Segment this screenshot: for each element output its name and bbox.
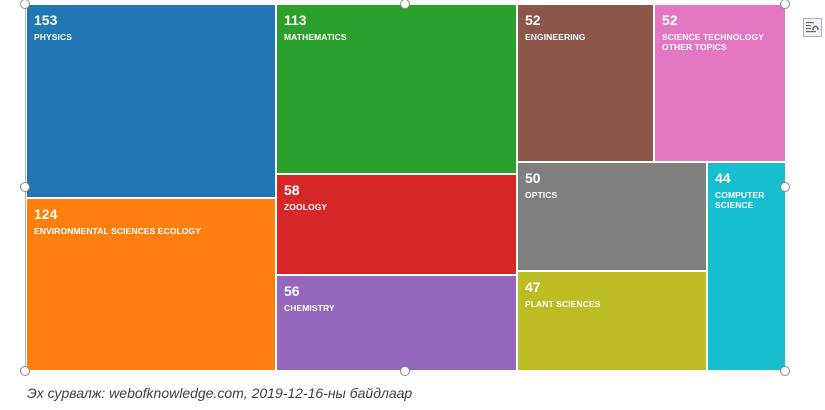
- tile-label: ZOOLOGY: [284, 202, 328, 212]
- treemap-tile-computer-science[interactable]: 44 COMPUTER SCIENCE: [707, 162, 786, 371]
- resize-handle-top-middle[interactable]: [400, 0, 410, 9]
- tile-value: 58: [284, 182, 300, 198]
- tile-value: 47: [525, 279, 541, 295]
- resize-handle-middle-right[interactable]: [780, 182, 790, 192]
- treemap-tile-plant-sciences[interactable]: 47 PLANT SCIENCES: [517, 271, 707, 371]
- resize-handle-bottom-middle[interactable]: [400, 366, 410, 376]
- resize-handle-bottom-right[interactable]: [780, 366, 790, 376]
- tile-value: 124: [34, 206, 58, 222]
- layout-options-icon[interactable]: [803, 18, 822, 37]
- treemap-tile-environmental-sciences-ecology[interactable]: 124 ENVIRONMENTAL SCIENCES ECOLOGY: [26, 198, 276, 371]
- tile-value: 153: [34, 12, 58, 28]
- tile-value: 52: [662, 12, 678, 28]
- tile-label: CHEMISTRY: [284, 303, 335, 313]
- tile-value: 56: [284, 283, 300, 299]
- source-caption: Эх сурвалж: webofknowledge.com, 2019-12-…: [27, 385, 413, 401]
- resize-handle-middle-left[interactable]: [20, 182, 30, 192]
- treemap-tile-engineering[interactable]: 52 ENGINEERING: [517, 4, 654, 162]
- resize-handle-top-right[interactable]: [780, 0, 790, 9]
- treemap-tile-physics[interactable]: 153 PHYSICS: [26, 4, 276, 198]
- resize-handle-top-left[interactable]: [20, 0, 30, 9]
- tile-value: 50: [525, 170, 541, 186]
- treemap-tile-mathematics[interactable]: 113 MATHEMATICS: [276, 4, 517, 174]
- tile-label: OPTICS: [525, 190, 558, 200]
- tile-value: 44: [715, 170, 731, 186]
- tile-label: ENVIRONMENTAL SCIENCES ECOLOGY: [34, 226, 202, 236]
- treemap-tile-zoology[interactable]: 58 ZOOLOGY: [276, 174, 517, 275]
- tile-value: 52: [525, 12, 541, 28]
- tile-label: PHYSICS: [34, 32, 73, 42]
- treemap-tile-optics[interactable]: 50 OPTICS: [517, 162, 707, 271]
- treemap-tile-science-technology-other-topics[interactable]: 52 SCIENCE TECHNOLOGY OTHER TOPICS: [654, 4, 786, 162]
- tile-label: PLANT SCIENCES: [525, 299, 601, 309]
- tile-label: COMPUTER SCIENCE: [715, 190, 765, 210]
- tile-label: ENGINEERING: [525, 32, 586, 42]
- treemap-tile-chemistry[interactable]: 56 CHEMISTRY: [276, 275, 517, 371]
- resize-handle-bottom-left[interactable]: [20, 366, 30, 376]
- tile-label: SCIENCE TECHNOLOGY OTHER TOPICS: [662, 32, 764, 52]
- tile-label: MATHEMATICS: [284, 32, 347, 42]
- tile-value: 113: [284, 12, 307, 28]
